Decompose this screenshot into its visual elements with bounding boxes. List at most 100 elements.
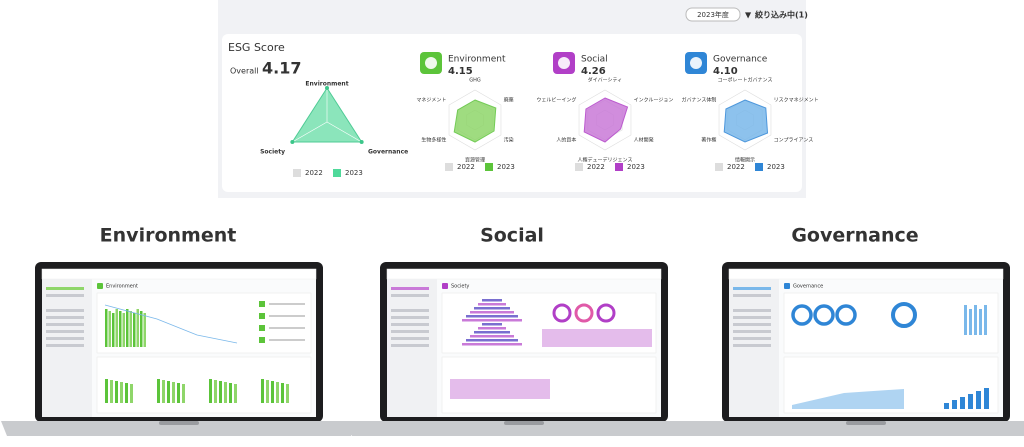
screen-header [728, 268, 1004, 280]
radar-shape [453, 99, 497, 143]
sidebar-item [391, 309, 429, 312]
laptop-notch [846, 421, 886, 425]
radar-grid [448, 89, 502, 151]
legend-swatch [715, 163, 723, 171]
screen-bar [482, 299, 502, 302]
screen-kpi [259, 313, 265, 319]
screen-bar [126, 309, 129, 347]
sidebar-item [46, 316, 84, 319]
radar-axis [326, 121, 362, 143]
sidebar-item [733, 294, 771, 297]
screen-donut [596, 303, 616, 323]
legend-label: 2023 [627, 163, 645, 171]
screen-sidebar [387, 279, 437, 417]
screen-bar [122, 313, 125, 347]
legend-label: 2022 [587, 163, 605, 171]
laptop-base [346, 421, 702, 436]
screen-bar [281, 383, 284, 403]
pillar-name: Environment [448, 55, 506, 65]
radar-axis-label: Governance [368, 149, 408, 156]
sidebar-item [733, 323, 771, 326]
screen-kpi [259, 325, 265, 331]
overall-label: Overall [230, 67, 259, 76]
sidebar-item [733, 344, 771, 347]
screen-bar [130, 384, 133, 403]
screen-card [96, 292, 312, 354]
screen-sidebar [729, 279, 779, 417]
screen-bar [470, 311, 514, 314]
radar-axis-label: ウェルビーイング [536, 97, 576, 104]
pillar-icon-glyph [558, 57, 570, 69]
radar-axis-label: 人的資本 [556, 137, 576, 144]
screen-area [542, 329, 652, 347]
laptop-base [688, 421, 1024, 436]
radar-shape [583, 97, 629, 143]
screen-line [104, 304, 238, 344]
radar-dot [325, 86, 329, 90]
legend-label: 2023 [767, 163, 785, 171]
sidebar-item [391, 316, 429, 319]
sidebar-item [46, 330, 84, 333]
screen-bar [115, 309, 118, 347]
radar-axis-label: コーポレートガバナンス [718, 77, 773, 84]
screen-bar [129, 311, 132, 347]
screen-title-icon [442, 283, 448, 289]
radar-axis-label: ダイバーシティ [588, 77, 623, 84]
screen-donut [574, 303, 594, 323]
radar-axis-label: 廃棄 [504, 97, 514, 104]
screen-bar [234, 384, 237, 403]
laptop-base [1, 421, 357, 436]
screen-area [450, 379, 550, 399]
screen-bar [229, 383, 232, 403]
screen-bar [944, 403, 949, 409]
screen-bar [140, 311, 143, 347]
screen-bar [214, 380, 217, 403]
screen-bar [266, 380, 269, 403]
legend-swatch [333, 169, 341, 177]
sidebar-item [391, 344, 429, 347]
esg-title: ESG Score [228, 41, 285, 54]
radar-axis-label: Society [260, 149, 285, 156]
radar-axis [292, 121, 328, 143]
screen-title: Society [451, 284, 469, 290]
legend-swatch [755, 163, 763, 171]
screen-title-icon [784, 283, 790, 289]
sidebar-item [46, 294, 84, 297]
legend-label: 2022 [457, 163, 475, 171]
screen-bar [219, 381, 222, 403]
screen-bar [984, 305, 987, 335]
screen-bar [108, 311, 111, 347]
laptop-notch [504, 421, 544, 425]
screen-bar [271, 381, 274, 403]
legend-swatch [445, 163, 453, 171]
radar-axis-label: 生物多様性 [421, 137, 446, 144]
sidebar-item [391, 287, 429, 290]
legend-label: 2022 [727, 163, 745, 171]
screen-bar [115, 381, 118, 403]
year-badge[interactable] [685, 7, 741, 22]
sidebar-item [733, 287, 771, 290]
sidebar-item [733, 316, 771, 319]
screen-bar [466, 315, 518, 318]
screen-bar [112, 313, 115, 347]
pillar-score: 4.10 [713, 66, 738, 77]
screen-bar [462, 343, 522, 346]
sidebar-item [46, 344, 84, 347]
screen-donut [791, 304, 813, 326]
legend-swatch [615, 163, 623, 171]
screen-bar [157, 379, 160, 403]
screen-bar [979, 309, 982, 335]
filter-status[interactable]: 絞り込み中(1) [755, 10, 808, 20]
screen-bar [167, 381, 170, 403]
filter-icon: ▼ [745, 11, 752, 20]
sidebar-item [733, 337, 771, 340]
overall-score: 4.17 [262, 59, 301, 78]
sidebar-item [733, 309, 771, 312]
legend-label: 2023 [497, 163, 515, 171]
section-title: Governance [791, 225, 918, 247]
screen-bar [462, 319, 522, 322]
radar-grid [718, 89, 772, 151]
screen-kpi [259, 301, 265, 307]
screen-bar [133, 313, 136, 347]
